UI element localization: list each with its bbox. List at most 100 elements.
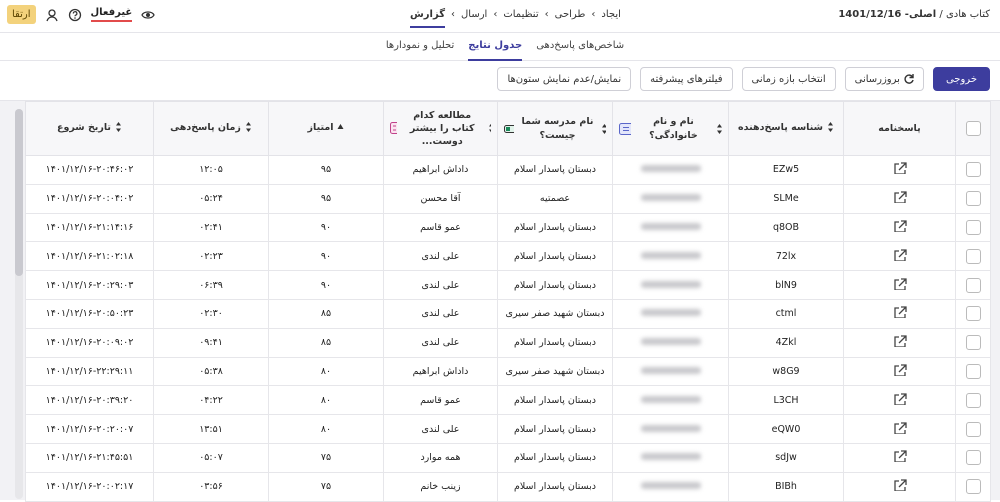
column-header[interactable]: مطالعه کدام کتاب را بیشتر دوست...	[383, 101, 498, 156]
cell: ۸۰	[268, 414, 384, 444]
blurred-name	[640, 482, 701, 490]
multi-shape	[389, 122, 397, 135]
sort-shape	[245, 128, 251, 133]
cell[interactable]	[843, 356, 956, 387]
cell: ۰۶:۳۹	[153, 270, 269, 300]
export-button[interactable]: خروجی	[932, 67, 990, 91]
cell[interactable]	[843, 442, 956, 473]
link-icon[interactable]	[893, 162, 907, 176]
tab[interactable]: جدول نتایج	[468, 40, 523, 61]
row-checkbox[interactable]	[965, 479, 981, 495]
column-header[interactable]: زمان پاسخ‌دهی	[153, 101, 269, 156]
scroll-thumb[interactable]	[15, 109, 23, 276]
cell: دبستان پاسدار اسلام	[497, 155, 613, 185]
crumb-root[interactable]: کتاب هادی	[945, 9, 990, 20]
scrollbar[interactable]	[15, 109, 23, 499]
toolbar-button-label: انتخاب بازه زمانی	[751, 73, 826, 85]
cell-book: علی لندی	[421, 250, 460, 262]
upgrade-button[interactable]: ارتقا	[7, 5, 36, 24]
link-icon[interactable]	[893, 277, 907, 291]
cell: ۹۵	[268, 183, 384, 214]
link-icon[interactable]	[893, 421, 907, 435]
link-icon[interactable]	[893, 249, 907, 262]
row-checkbox[interactable]	[965, 392, 981, 408]
cell: ۱۴۰۱/۱۲/۱۶-۲۰:۰۹:۰۲	[25, 327, 154, 358]
cell: ۹۵	[268, 155, 384, 185]
blurred-name	[640, 366, 701, 374]
select-all-checkbox[interactable]	[965, 121, 981, 136]
cell: ۰۴:۲۲	[153, 385, 269, 416]
nav-item[interactable]: طراحی	[554, 9, 586, 20]
cell[interactable]	[843, 385, 956, 416]
nav-item[interactable]: گزارش	[410, 9, 446, 28]
help-icon[interactable]	[68, 8, 82, 22]
user-icon[interactable]	[45, 8, 59, 22]
row-checkbox[interactable]	[965, 191, 981, 207]
tab[interactable]: شاخص‌های پاسخ‌دهی	[536, 40, 625, 51]
cell-start: ۱۴۰۱/۱۲/۱۶-۲۰:۲۰:۰۷	[45, 423, 134, 435]
column-header[interactable]: امتیاز	[268, 101, 384, 156]
link-icon[interactable]	[893, 220, 907, 233]
table-row: ctml دبستان شهید صفر سیری علی لندی ۸۵ ۰۲:۳۰ ۱…	[25, 298, 991, 329]
link-icon[interactable]	[893, 306, 907, 320]
row-checkbox[interactable]	[965, 306, 981, 322]
cell-score: ۹۰	[320, 250, 332, 262]
column-header[interactable]: نام مدرسه شما چیست؟	[497, 101, 613, 156]
cell: ۱۴۰۱/۱۲/۱۶-۲۰:۳۹:۲۰	[25, 385, 154, 416]
column-header[interactable]: نام و نام خانوادگی؟	[612, 101, 729, 156]
link-icon[interactable]	[893, 191, 907, 204]
cell-start: ۱۴۰۱/۱۲/۱۶-۲۱:۰۲:۱۸	[45, 250, 134, 262]
nav-item[interactable]: تنظیمات	[503, 9, 539, 20]
cell: علی لندی	[383, 327, 498, 358]
cell: sdJw	[728, 442, 844, 473]
cell	[955, 298, 991, 329]
nav-separator: ›	[544, 9, 549, 20]
link-icon[interactable]	[893, 393, 907, 406]
results-table: پاسخنامه شناسه پاسخ‌دهنده نام و نام خانواد…	[25, 101, 991, 502]
tab[interactable]: تحلیل و نمودارها	[385, 40, 455, 51]
cell: داداش ابراهیم	[383, 356, 498, 387]
row-checkbox[interactable]	[965, 450, 981, 466]
crumb-current: اصلی- 1401/12/16	[838, 9, 937, 20]
row-checkbox[interactable]	[965, 363, 981, 379]
link-icon[interactable]	[893, 364, 907, 377]
status-toggle[interactable]: غیرفعال	[90, 7, 133, 22]
row-checkbox[interactable]	[965, 335, 981, 351]
table-row: SLMe عصمتیه آقا محسن ۹۵ ۰۵:۲۴ ۱۴۰۱/۱۲/۱۶-۲۰:۰…	[25, 183, 991, 214]
cell: 72lx	[728, 241, 844, 272]
row-checkbox[interactable]	[965, 162, 981, 178]
link-icon[interactable]	[893, 450, 907, 464]
cell[interactable]	[843, 414, 956, 444]
cell[interactable]	[843, 155, 956, 185]
refresh-button[interactable]: بروزرسانی	[844, 67, 924, 91]
cell-id: ctml	[775, 308, 797, 320]
row-checkbox[interactable]	[965, 248, 981, 264]
column-header[interactable]: پاسخنامه	[843, 101, 956, 156]
cell[interactable]	[843, 327, 956, 358]
nav-item[interactable]: ایجاد	[601, 9, 621, 20]
column-header[interactable]: شناسه پاسخ‌دهنده	[728, 101, 844, 156]
cell[interactable]	[843, 212, 956, 243]
eye-icon[interactable]	[141, 9, 155, 21]
row-checkbox[interactable]	[965, 219, 981, 235]
cell[interactable]	[843, 183, 956, 214]
cell[interactable]	[843, 298, 956, 329]
row-checkbox[interactable]	[965, 277, 981, 293]
row-checkbox[interactable]	[965, 421, 981, 437]
cell-book: آقا محسن	[420, 193, 461, 205]
link-icon[interactable]	[893, 335, 907, 348]
link-icon[interactable]	[893, 479, 907, 492]
cell[interactable]	[843, 471, 956, 502]
cell	[612, 414, 729, 444]
text-icon	[619, 122, 631, 135]
toolbar-button[interactable]: انتخاب بازه زمانی	[741, 67, 836, 91]
cell[interactable]	[843, 270, 956, 300]
column-header[interactable]: تاریخ شروع	[25, 101, 154, 156]
link-shape	[898, 191, 907, 200]
nav-item[interactable]: ارسال	[461, 9, 488, 20]
toolbar-button[interactable]: نمایش/عدم نمایش ستون‌ها	[497, 67, 632, 91]
cell[interactable]	[843, 241, 956, 272]
toolbar-button[interactable]: فیلترهای پیشرفته	[640, 67, 733, 91]
cell-time: ۰۲:۲۳	[199, 250, 223, 262]
header-label: زمان پاسخ‌دهی	[170, 121, 241, 133]
